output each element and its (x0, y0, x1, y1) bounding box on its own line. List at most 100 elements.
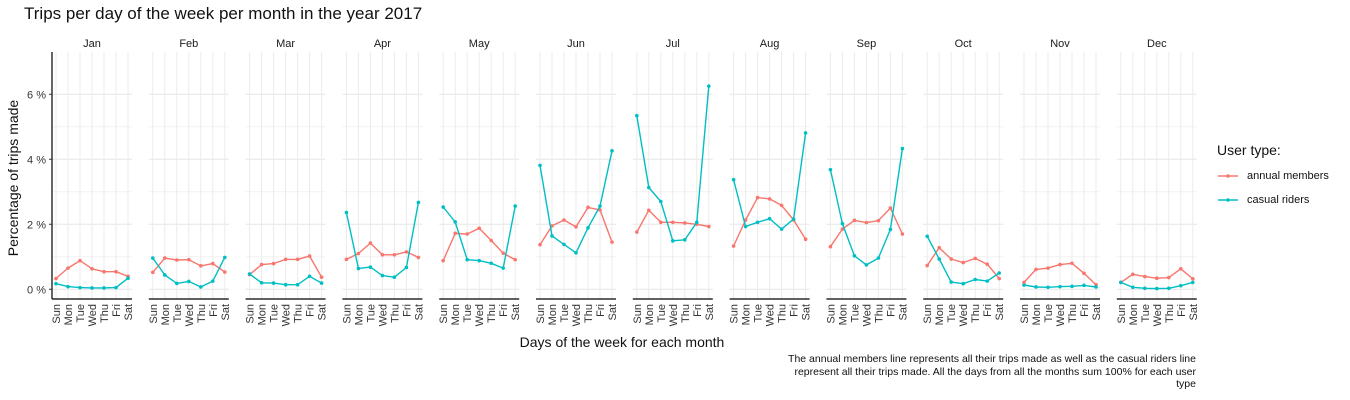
x-tick-label: Sat (607, 304, 619, 321)
data-point-casual-riders (1167, 286, 1171, 291)
data-point-annual-members (586, 205, 590, 210)
data-point-casual-riders (767, 216, 772, 221)
x-tick-label: Wed (1055, 304, 1067, 326)
x-tick-label: Thu (1067, 304, 1079, 323)
x-tick-label: Wed (668, 304, 680, 326)
data-point-annual-members (659, 220, 663, 225)
data-point-casual-riders (1058, 284, 1062, 289)
data-point-annual-members (876, 218, 881, 223)
data-point-casual-riders (937, 257, 941, 261)
x-tick-label: Tue (849, 304, 861, 323)
x-tick-label: Sat (123, 304, 135, 321)
data-point-annual-members (1131, 272, 1135, 277)
x-tick-label: Sun (922, 304, 934, 324)
data-point-annual-members (380, 253, 385, 257)
data-point-casual-riders (610, 149, 614, 153)
data-point-casual-riders (271, 281, 276, 285)
data-point-casual-riders (187, 279, 191, 284)
data-point-annual-members (307, 254, 312, 258)
x-tick-label: Mon (644, 304, 656, 325)
data-point-casual-riders (344, 210, 349, 215)
data-point-annual-members (840, 227, 845, 231)
data-point-casual-riders (501, 266, 506, 270)
x-tick-label: Sat (1091, 304, 1103, 321)
chart-title: Trips per day of the week per month in t… (24, 4, 423, 23)
x-tick-label: Mon (160, 304, 172, 325)
data-point-casual-riders (949, 280, 953, 284)
x-tick-label: Sun (341, 304, 353, 324)
x-tick-label: Thu (293, 304, 305, 323)
data-point-casual-riders (66, 284, 70, 289)
data-point-annual-members (259, 262, 264, 267)
x-tick-label: Sun (438, 304, 450, 324)
facet-label-may: May (469, 38, 490, 50)
data-point-annual-members (223, 270, 227, 274)
x-tick-label: Sun (1116, 304, 1128, 324)
data-point-annual-members (852, 218, 857, 223)
data-point-casual-riders (126, 276, 130, 281)
data-point-casual-riders (1022, 283, 1026, 287)
x-tick-label: Mon (1128, 304, 1140, 325)
data-point-annual-members (574, 225, 578, 229)
x-tick-label: Mon (934, 304, 946, 325)
x-tick-label: Sat (801, 304, 813, 321)
x-tick-label: Tue (753, 304, 765, 323)
data-point-annual-members (1167, 275, 1171, 280)
data-point-annual-members (562, 218, 566, 222)
data-point-annual-members (683, 221, 687, 225)
data-point-annual-members (90, 266, 94, 271)
data-point-annual-members (465, 232, 470, 236)
data-point-casual-riders (404, 265, 409, 270)
data-point-casual-riders (1143, 286, 1147, 291)
data-point-annual-members (1155, 276, 1159, 281)
x-tick-label: Sun (729, 304, 741, 324)
y-tick-label: 2 % (27, 219, 46, 231)
data-point-annual-members (187, 257, 191, 262)
data-point-casual-riders (550, 234, 554, 238)
x-tick-label: Tue (269, 304, 281, 323)
x-tick-label: Mon (353, 304, 365, 325)
x-tick-label: Sat (1188, 304, 1200, 321)
facet-label-feb: Feb (179, 38, 198, 50)
data-point-casual-riders (223, 255, 227, 260)
data-point-casual-riders (380, 273, 385, 278)
data-point-casual-riders (392, 275, 397, 280)
legend-key-annual-members (1218, 174, 1238, 178)
data-point-annual-members (151, 270, 155, 275)
data-point-annual-members (356, 251, 361, 256)
data-point-annual-members (477, 226, 482, 230)
data-point-annual-members (513, 257, 517, 262)
legend-label-annual-members: annual members (1247, 170, 1329, 182)
data-point-casual-riders (900, 146, 905, 151)
data-point-annual-members (973, 256, 977, 261)
data-point-casual-riders (175, 281, 179, 286)
data-point-casual-riders (852, 253, 857, 258)
data-point-casual-riders (78, 285, 82, 290)
data-point-casual-riders (1155, 286, 1159, 291)
data-point-annual-members (1058, 262, 1062, 267)
data-point-casual-riders (307, 274, 312, 279)
x-tick-label: Fri (789, 304, 801, 317)
data-point-annual-members (647, 208, 651, 213)
data-point-casual-riders (647, 185, 651, 190)
x-tick-label: Sun (825, 304, 837, 324)
data-point-casual-riders (1191, 280, 1195, 285)
data-point-annual-members (368, 241, 373, 245)
chart-caption: The annual members line represents all t… (788, 353, 1196, 390)
data-point-annual-members (828, 244, 833, 249)
data-point-annual-members (501, 251, 506, 255)
x-tick-label: Fri (885, 304, 897, 317)
x-tick-label: Sat (704, 304, 716, 321)
data-point-annual-members (707, 224, 711, 229)
data-point-casual-riders (163, 273, 167, 277)
data-point-casual-riders (1119, 280, 1123, 285)
x-tick-label: Wed (87, 304, 99, 326)
data-point-annual-members (102, 269, 106, 274)
data-point-casual-riders (659, 199, 663, 204)
data-point-casual-riders (259, 280, 264, 285)
data-point-annual-members (671, 220, 675, 225)
data-point-casual-riders (755, 220, 760, 225)
data-point-casual-riders (513, 204, 517, 208)
data-point-casual-riders (441, 205, 446, 209)
data-point-casual-riders (1131, 285, 1135, 290)
